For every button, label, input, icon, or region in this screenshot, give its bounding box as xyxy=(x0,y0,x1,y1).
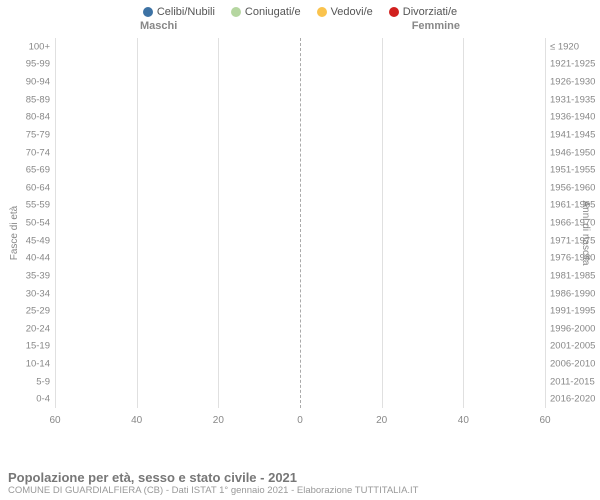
birth-year-label: 1951-1955 xyxy=(545,165,600,176)
x-tick-label: 60 xyxy=(539,415,550,426)
age-band-label: 95-99 xyxy=(2,59,55,70)
age-band-label: 85-89 xyxy=(2,94,55,105)
age-band-label: 70-74 xyxy=(2,147,55,158)
pyramid-row: 50-541966-1970 xyxy=(55,214,545,232)
age-band-label: 90-94 xyxy=(2,77,55,88)
age-band-label: 50-54 xyxy=(2,218,55,229)
pyramid-row: 95-991921-1925 xyxy=(55,56,545,74)
age-band-label: 55-59 xyxy=(2,200,55,211)
age-band-label: 80-84 xyxy=(2,112,55,123)
chart-subtitle: COMUNE DI GUARDIALFIERA (CB) - Dati ISTA… xyxy=(8,485,419,496)
header-male: Maschi xyxy=(140,20,177,32)
pyramid-row: 60-641956-1960 xyxy=(55,179,545,197)
age-band-label: 35-39 xyxy=(2,270,55,281)
pyramid-row: 65-691951-1955 xyxy=(55,161,545,179)
legend-item: Coniugati/e xyxy=(231,6,301,18)
legend-swatch xyxy=(231,7,241,17)
birth-year-label: 1976-1980 xyxy=(545,253,600,264)
birth-year-label: 1966-1970 xyxy=(545,218,600,229)
birth-year-label: 1986-1990 xyxy=(545,288,600,299)
x-tick-label: 40 xyxy=(458,415,469,426)
x-tick-label: 40 xyxy=(131,415,142,426)
birth-year-label: 1926-1930 xyxy=(545,77,600,88)
birth-year-label: 1981-1985 xyxy=(545,270,600,281)
birth-year-label: 1921-1925 xyxy=(545,59,600,70)
pyramid-row: 25-291991-1995 xyxy=(55,302,545,320)
age-band-label: 25-29 xyxy=(2,306,55,317)
legend-label: Vedovi/e xyxy=(331,6,373,18)
pyramid-row: 40-441976-1980 xyxy=(55,250,545,268)
age-band-label: 20-24 xyxy=(2,323,55,334)
age-band-label: 60-64 xyxy=(2,182,55,193)
birth-year-label: 1941-1945 xyxy=(545,129,600,140)
pyramid-row: 5-92011-2015 xyxy=(55,373,545,391)
legend-item: Vedovi/e xyxy=(317,6,373,18)
birth-year-label: 1991-1995 xyxy=(545,306,600,317)
pyramid-row: 75-791941-1945 xyxy=(55,126,545,144)
pyramid-row: 55-591961-1965 xyxy=(55,197,545,215)
birth-year-label: 2001-2005 xyxy=(545,341,600,352)
legend-swatch xyxy=(389,7,399,17)
birth-year-label: ≤ 1920 xyxy=(545,41,600,52)
pyramid-row: 80-841936-1940 xyxy=(55,109,545,127)
age-band-label: 100+ xyxy=(2,41,55,52)
pyramid-row: 70-741946-1950 xyxy=(55,144,545,162)
pyramid-row: 100+≤ 1920 xyxy=(55,38,545,56)
pyramid-row: 30-341986-1990 xyxy=(55,285,545,303)
legend-item: Celibi/Nubili xyxy=(143,6,215,18)
pyramid-row: 0-42016-2020 xyxy=(55,391,545,409)
legend-label: Celibi/Nubili xyxy=(157,6,215,18)
x-tick-label: 0 xyxy=(297,415,303,426)
age-band-label: 0-4 xyxy=(2,394,55,405)
birth-year-label: 1931-1935 xyxy=(545,94,600,105)
legend: Celibi/Nubili Coniugati/e Vedovi/e Divorzia… xyxy=(0,0,600,20)
pyramid-row: 85-891931-1935 xyxy=(55,91,545,109)
gender-headers: Maschi Femmine xyxy=(0,20,600,36)
birth-year-label: 1946-1950 xyxy=(545,147,600,158)
population-pyramid-chart: Fasce di età Anni di nascita 60402002040… xyxy=(55,38,545,428)
age-band-label: 10-14 xyxy=(2,359,55,370)
x-tick-label: 20 xyxy=(376,415,387,426)
birth-year-label: 1961-1965 xyxy=(545,200,600,211)
age-band-label: 45-49 xyxy=(2,235,55,246)
legend-swatch xyxy=(317,7,327,17)
birth-year-label: 2006-2010 xyxy=(545,359,600,370)
legend-label: Coniugati/e xyxy=(245,6,301,18)
birth-year-label: 1956-1960 xyxy=(545,182,600,193)
age-band-label: 40-44 xyxy=(2,253,55,264)
pyramid-row: 90-941926-1930 xyxy=(55,73,545,91)
pyramid-row: 10-142006-2010 xyxy=(55,355,545,373)
age-band-label: 15-19 xyxy=(2,341,55,352)
legend-item: Divorziati/e xyxy=(389,6,457,18)
birth-year-label: 2011-2015 xyxy=(545,376,600,387)
caption: Popolazione per età, sesso e stato civil… xyxy=(8,470,419,496)
chart-title: Popolazione per età, sesso e stato civil… xyxy=(8,470,419,485)
legend-swatch xyxy=(143,7,153,17)
pyramid-rows: 100+≤ 192095-991921-192590-941926-193085… xyxy=(55,38,545,408)
birth-year-label: 1996-2000 xyxy=(545,323,600,334)
header-female: Femmine xyxy=(412,20,460,32)
x-tick-label: 20 xyxy=(213,415,224,426)
birth-year-label: 2016-2020 xyxy=(545,394,600,405)
pyramid-row: 45-491971-1975 xyxy=(55,232,545,250)
pyramid-row: 15-192001-2005 xyxy=(55,338,545,356)
legend-label: Divorziati/e xyxy=(403,6,457,18)
birth-year-label: 1971-1975 xyxy=(545,235,600,246)
age-band-label: 30-34 xyxy=(2,288,55,299)
pyramid-row: 35-391981-1985 xyxy=(55,267,545,285)
age-band-label: 65-69 xyxy=(2,165,55,176)
x-tick-label: 60 xyxy=(49,415,60,426)
age-band-label: 75-79 xyxy=(2,129,55,140)
birth-year-label: 1936-1940 xyxy=(545,112,600,123)
pyramid-row: 20-241996-2000 xyxy=(55,320,545,338)
age-band-label: 5-9 xyxy=(2,376,55,387)
